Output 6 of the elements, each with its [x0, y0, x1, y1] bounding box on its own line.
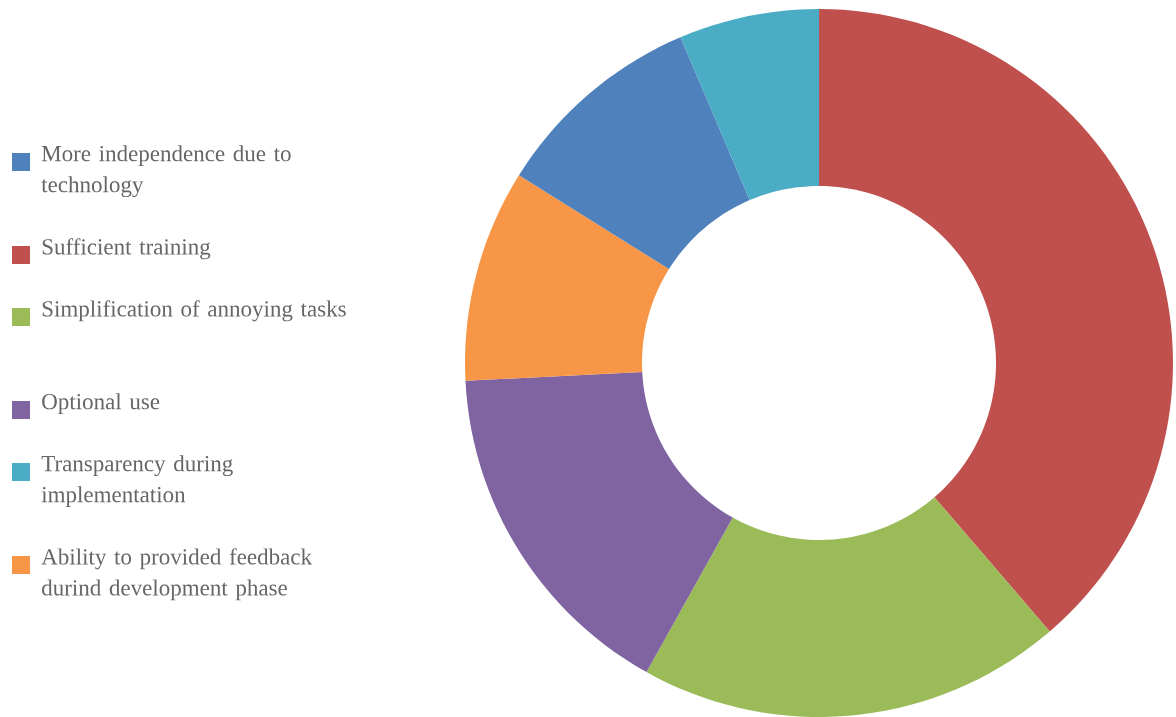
legend-label: Optional use — [42, 393, 160, 415]
legend-label: Sufficient training — [42, 238, 211, 260]
legend-label: Transparency during implementation — [41, 455, 233, 508]
legend-label: More independence due to technology — [41, 145, 291, 198]
legend-label: Simplification of annoying tasks — [42, 300, 346, 322]
legend-label: Ability to provided feedback durind development phase — [41, 548, 313, 601]
